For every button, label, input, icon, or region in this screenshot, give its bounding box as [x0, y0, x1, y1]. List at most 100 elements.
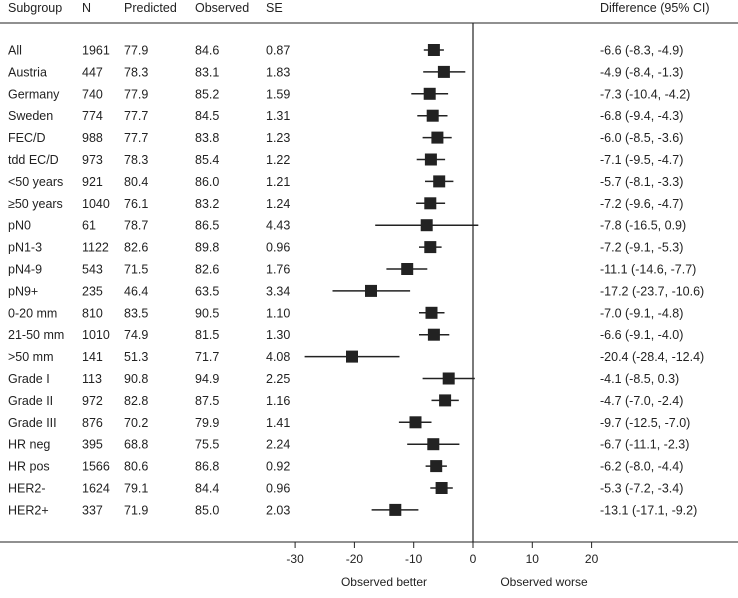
cell-difference-ci: -11.1 (-14.6, -7.7)	[600, 263, 696, 277]
cell-subgroup: pN9+	[8, 284, 38, 298]
point-estimate-marker	[425, 306, 438, 319]
cell-difference-ci: -7.0 (-9.1, -4.8)	[600, 306, 683, 320]
cell-difference-ci: -6.6 (-9.1, -4.0)	[600, 328, 683, 342]
point-estimate-marker	[427, 438, 440, 451]
cell-observed: 90.5	[195, 306, 219, 320]
table-row: pN9+ 235 46.4 63.5 3.34 -17.2 (-23.7, -10.6)	[8, 284, 704, 298]
cell-observed: 63.5	[195, 284, 219, 298]
cell-n: 395	[82, 438, 103, 452]
point-estimate-marker	[427, 44, 440, 56]
cell-subgroup: Grade II	[8, 394, 53, 408]
cell-difference-ci: -4.7 (-7.0, -2.4)	[600, 394, 683, 408]
cell-n: 113	[82, 372, 102, 386]
cell-n: 988	[82, 131, 103, 145]
point-estimate-marker	[426, 109, 439, 122]
cell-se: 1.24	[266, 197, 290, 211]
cell-n: 1040	[82, 197, 110, 211]
cell-se: 1.23	[266, 131, 290, 145]
cell-subgroup: All	[8, 44, 22, 58]
cell-subgroup: Grade I	[8, 372, 50, 386]
cell-difference-ci: -9.7 (-12.5, -7.0)	[600, 416, 690, 430]
cell-predicted: 77.7	[124, 131, 148, 145]
point-estimate-marker	[346, 350, 358, 363]
cell-predicted: 77.9	[124, 87, 148, 101]
point-estimate-marker	[442, 372, 455, 385]
cell-observed: 86.5	[195, 219, 219, 233]
cell-observed: 86.0	[195, 175, 219, 189]
cell-se: 0.96	[266, 241, 290, 255]
cell-se: 4.08	[266, 350, 290, 364]
cell-predicted: 76.1	[124, 197, 148, 211]
cell-n: 876	[82, 416, 103, 430]
x-tick-label: 20	[585, 552, 599, 566]
cell-se: 2.03	[266, 503, 290, 517]
cell-predicted: 78.7	[124, 219, 148, 233]
cell-predicted: 68.8	[124, 438, 148, 452]
cell-predicted: 79.1	[124, 482, 148, 496]
x-tick-label: -10	[405, 552, 423, 566]
cell-observed: 89.8	[195, 241, 219, 255]
cell-subgroup: tdd EC/D	[8, 153, 59, 167]
cell-difference-ci: -7.8 (-16.5, 0.9)	[600, 219, 686, 233]
cell-se: 1.31	[266, 109, 290, 123]
cell-se: 1.41	[266, 416, 290, 430]
cell-difference-ci: -6.7 (-11.1, -2.3)	[600, 438, 689, 452]
cell-difference-ci: -5.7 (-8.1, -3.3)	[600, 175, 683, 189]
point-estimate-marker	[430, 460, 443, 473]
point-estimate-marker	[439, 394, 452, 407]
table-row: Grade II 972 82.8 87.5 1.16 -4.7 (-7.0, -2.4)	[8, 394, 683, 408]
x-axis: -30 -20 -10 0 10 20	[286, 23, 599, 566]
cell-predicted: 71.9	[124, 503, 148, 517]
point-estimate-marker	[435, 482, 448, 494]
cell-predicted: 51.3	[124, 350, 148, 364]
cell-difference-ci: -5.3 (-7.2, -3.4)	[600, 482, 683, 496]
cell-observed: 84.4	[195, 482, 219, 496]
header-predicted: Predicted	[124, 1, 177, 15]
cell-n: 235	[82, 284, 103, 298]
table-row: ≥50 years 1040 76.1 83.2 1.24 -7.2 (-9.6, -4.…	[8, 197, 683, 211]
cell-se: 2.25	[266, 372, 290, 386]
cell-predicted: 78.3	[124, 153, 148, 167]
cell-subgroup: ≥50 years	[8, 197, 63, 211]
cell-subgroup: Grade III	[8, 416, 57, 430]
cell-n: 1624	[82, 482, 110, 496]
cell-difference-ci: -6.0 (-8.5, -3.6)	[600, 131, 683, 145]
cell-predicted: 83.5	[124, 306, 148, 320]
cell-n: 337	[82, 503, 103, 517]
point-estimate-marker	[401, 263, 414, 275]
x-tick-label: -20	[346, 552, 364, 566]
cell-subgroup: Sweden	[8, 109, 53, 123]
cell-subgroup: HR neg	[8, 438, 50, 452]
cell-se: 4.43	[266, 219, 290, 233]
table-row: HR neg 395 68.8 75.5 2.24 -6.7 (-11.1, -2.3)	[8, 438, 689, 452]
cell-observed: 86.8	[195, 460, 219, 474]
cell-se: 0.87	[266, 44, 290, 58]
cell-n: 1961	[82, 44, 110, 58]
cell-difference-ci: -7.2 (-9.1, -5.3)	[600, 241, 683, 255]
cell-subgroup: 21-50 mm	[8, 328, 64, 342]
cell-se: 3.34	[266, 284, 290, 298]
cell-observed: 87.5	[195, 394, 219, 408]
cell-n: 543	[82, 263, 103, 277]
cell-subgroup: pN4-9	[8, 263, 42, 277]
cell-se: 0.92	[266, 460, 290, 474]
cell-n: 1010	[82, 328, 110, 342]
cell-predicted: 80.6	[124, 460, 148, 474]
cell-subgroup: pN1-3	[8, 241, 42, 255]
cell-difference-ci: -7.1 (-9.5, -4.7)	[600, 153, 683, 167]
cell-subgroup: <50 years	[8, 175, 63, 189]
cell-observed: 85.0	[195, 503, 219, 517]
cell-subgroup: HR pos	[8, 460, 50, 474]
cell-n: 61	[82, 219, 96, 233]
table-header: Subgroup N Predicted Observed SE Differe…	[8, 1, 710, 15]
cell-se: 1.22	[266, 153, 290, 167]
table-row: <50 years 921 80.4 86.0 1.21 -5.7 (-8.1, -3.3…	[8, 175, 683, 189]
point-estimate-marker	[424, 241, 437, 254]
cell-observed: 84.6	[195, 44, 219, 58]
cell-predicted: 70.2	[124, 416, 148, 430]
cell-observed: 85.4	[195, 153, 219, 167]
cell-difference-ci: -17.2 (-23.7, -10.6)	[600, 284, 704, 298]
point-estimate-marker	[409, 416, 422, 429]
cell-predicted: 80.4	[124, 175, 148, 189]
